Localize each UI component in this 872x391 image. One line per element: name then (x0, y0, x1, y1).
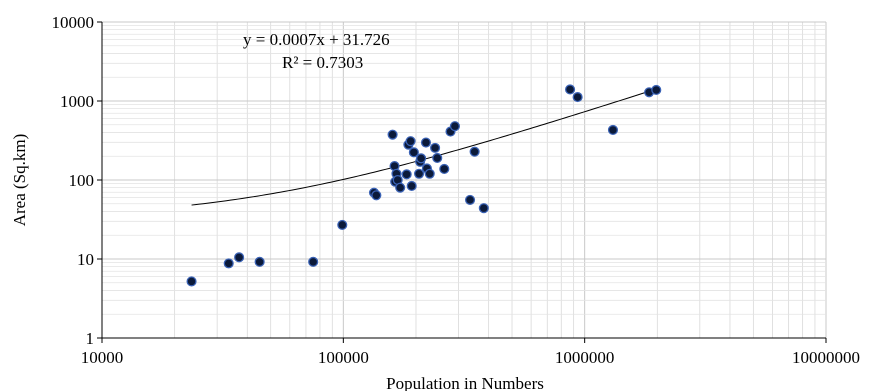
x-axis-title: Population in Numbers (386, 374, 544, 391)
x-tick-label: 10000000 (792, 348, 860, 367)
data-point (607, 124, 619, 136)
tick-labels: 10000 100000 1000000 10000000 1 10 100 1000 1000… (52, 13, 861, 367)
y-tick-label: 10 (77, 250, 94, 269)
y-axis-title: Area (Sq.km) (10, 134, 29, 227)
data-point (371, 190, 382, 201)
data-point (406, 180, 417, 192)
data-point (337, 219, 348, 230)
data-point (420, 137, 432, 148)
data-point (469, 146, 480, 157)
data-point (234, 252, 245, 263)
y-tick-label: 10000 (52, 13, 95, 32)
trendline-equation: y = 0.0007x + 31.726 (243, 30, 390, 49)
data-point (308, 256, 319, 267)
data-point (223, 258, 234, 269)
data-point (395, 182, 406, 193)
data-point (424, 168, 435, 179)
data-point (449, 121, 460, 132)
x-tick-label: 100000 (318, 348, 369, 367)
data-point (464, 194, 476, 205)
data-point (478, 203, 489, 214)
data-point (408, 147, 419, 158)
data-point (387, 129, 398, 140)
data-point (186, 276, 197, 287)
data-point (405, 136, 416, 147)
data-point (651, 84, 662, 95)
data-points (186, 84, 662, 287)
data-point (401, 169, 412, 180)
data-point (565, 84, 576, 95)
y-tick-label: 100 (69, 171, 95, 190)
axes (97, 21, 827, 343)
x-tick-label: 1000000 (555, 348, 615, 367)
data-point (432, 152, 443, 164)
data-point (414, 168, 425, 179)
data-point (572, 92, 583, 103)
data-point (430, 142, 441, 153)
data-point (254, 256, 265, 267)
x-tick-label: 10000 (81, 348, 124, 367)
y-tick-label: 1 (86, 329, 95, 348)
data-point (439, 163, 450, 174)
data-point (416, 153, 427, 164)
trendline-r-squared: R² = 0.7303 (282, 53, 363, 72)
y-tick-label: 1000 (60, 92, 94, 111)
